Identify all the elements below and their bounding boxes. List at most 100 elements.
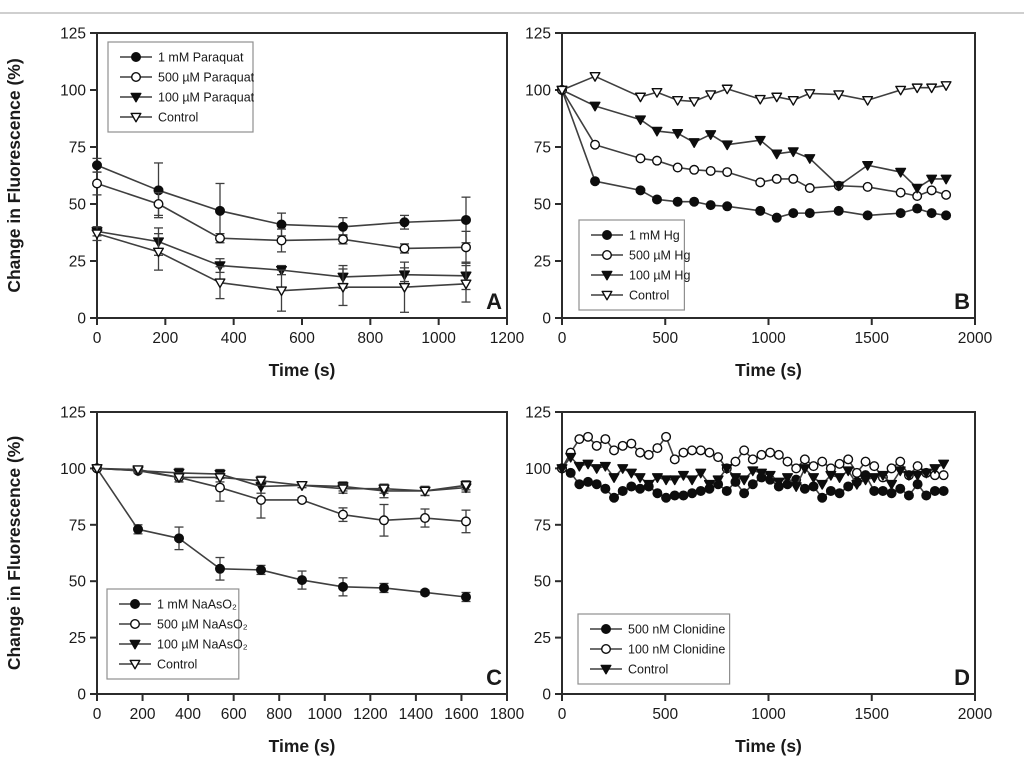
- legend: 1 mM Hg 500 µM Hg 100 µM Hg Control: [578, 219, 690, 311]
- data-point-marker: [609, 445, 620, 456]
- x-tick-label: 1000: [751, 330, 786, 347]
- data-point-marker: [461, 242, 472, 253]
- data-point-marker: [214, 233, 225, 244]
- data-point-marker: [214, 482, 225, 493]
- x-tick-label: 600: [221, 706, 247, 723]
- data-point-marker: [634, 92, 646, 103]
- data-point-marker: [420, 587, 431, 598]
- data-point-marker: [739, 488, 750, 499]
- x-tick-label: 400: [175, 706, 201, 723]
- data-point-marker: [574, 434, 585, 445]
- data-point-marker: [635, 483, 646, 494]
- data-point-marker: [276, 286, 287, 297]
- data-point-marker: [804, 183, 815, 194]
- data-point-marker: [399, 243, 410, 254]
- data-point-marker: [214, 278, 226, 289]
- data-point-marker: [461, 214, 472, 225]
- x-axis-label: Time (s): [269, 360, 336, 380]
- data-point-marker: [894, 466, 906, 477]
- data-point-marker: [617, 485, 628, 496]
- legend-item-500-m-naaso: 500 µM NaAsO₂: [119, 618, 248, 632]
- data-point-marker: [739, 445, 750, 456]
- data-point-marker: [705, 200, 716, 211]
- y-tick-label: 50: [69, 197, 87, 214]
- series-1-mm-naaso: [91, 463, 472, 603]
- data-point-marker: [130, 71, 141, 82]
- data-point-marker: [791, 463, 802, 474]
- data-point-marker: [651, 473, 663, 483]
- series-500-m-naaso: [91, 463, 472, 537]
- x-axis-ticks: 0 500 1000 1500 2000: [558, 318, 993, 347]
- data-point-marker: [869, 461, 880, 472]
- data-point-marker: [337, 484, 349, 495]
- data-point-marker: [747, 454, 758, 465]
- data-point-marker: [756, 449, 767, 460]
- data-point-marker: [713, 452, 724, 463]
- data-point-marker: [556, 464, 568, 474]
- data-point-marker: [903, 470, 915, 481]
- series-line: [561, 89, 947, 219]
- x-tick-label: 2000: [958, 706, 993, 723]
- data-point-marker: [130, 112, 142, 123]
- data-point-marker: [877, 485, 888, 496]
- data-point-marker: [862, 210, 873, 221]
- data-point-marker: [689, 164, 700, 175]
- legend-item-control: Control: [590, 663, 668, 677]
- legend-item-100-m-naaso: 100 µM NaAsO₂: [119, 638, 248, 652]
- data-point-marker: [912, 470, 924, 481]
- data-point-marker: [626, 481, 637, 492]
- data-point-marker: [851, 467, 862, 478]
- legend-label: 1 mM NaAsO₂: [157, 598, 237, 612]
- data-point-marker: [591, 464, 603, 474]
- data-point-marker: [130, 92, 142, 103]
- data-point-marker: [940, 174, 952, 185]
- x-tick-label: 1200: [490, 330, 525, 347]
- x-tick-label: 0: [93, 706, 102, 723]
- panel-corner-label: D: [954, 665, 970, 690]
- data-point-marker: [688, 97, 700, 107]
- data-point-marker: [712, 475, 724, 486]
- data-point-marker: [782, 456, 793, 467]
- x-tick-label: 600: [289, 330, 315, 347]
- data-point-marker: [799, 483, 810, 494]
- data-point-marker: [755, 177, 766, 188]
- data-point-marker: [276, 235, 287, 246]
- x-tick-label: 1000: [751, 706, 786, 723]
- data-point-marker: [834, 458, 845, 469]
- y-tick-label: 125: [525, 405, 551, 422]
- data-point-marker: [851, 479, 863, 490]
- data-point-marker: [378, 484, 390, 495]
- data-point-marker: [703, 479, 715, 490]
- data-point-marker: [817, 456, 828, 467]
- data-point-marker: [941, 189, 952, 200]
- data-point-marker: [940, 81, 952, 91]
- y-tick-label: 75: [69, 517, 86, 534]
- data-point-marker: [705, 130, 717, 140]
- y-axis-ticks: 0 25 50 75 100 125: [525, 26, 562, 328]
- data-point-marker: [938, 470, 949, 481]
- data-point-marker: [91, 464, 103, 474]
- legend-label: Control: [157, 658, 197, 672]
- data-point-marker: [678, 447, 689, 458]
- y-tick-label: 0: [77, 311, 86, 328]
- data-point-marker: [600, 434, 611, 445]
- data-point-marker: [721, 485, 732, 496]
- data-point-marker: [652, 488, 663, 499]
- legend-label: 100 µM NaAsO₂: [157, 638, 248, 652]
- legend-item-1-mm-naaso: 1 mM NaAsO₂: [119, 598, 237, 612]
- data-point-marker: [771, 149, 783, 160]
- data-point-marker: [834, 488, 845, 499]
- series-1-mm-paraquat: [91, 157, 472, 244]
- legend-label: 1 mM Paraquat: [158, 51, 244, 65]
- data-point-marker: [764, 470, 776, 481]
- data-point-marker: [379, 515, 390, 526]
- data-point-marker: [573, 461, 585, 472]
- data-point-marker: [338, 221, 349, 232]
- data-point-marker: [729, 473, 741, 483]
- data-point-marker: [788, 173, 799, 184]
- x-tick-label: 1200: [353, 706, 388, 723]
- y-tick-label: 0: [542, 687, 551, 704]
- data-point-marker: [600, 623, 611, 634]
- data-point-marker: [754, 94, 766, 105]
- data-point-marker: [825, 470, 837, 481]
